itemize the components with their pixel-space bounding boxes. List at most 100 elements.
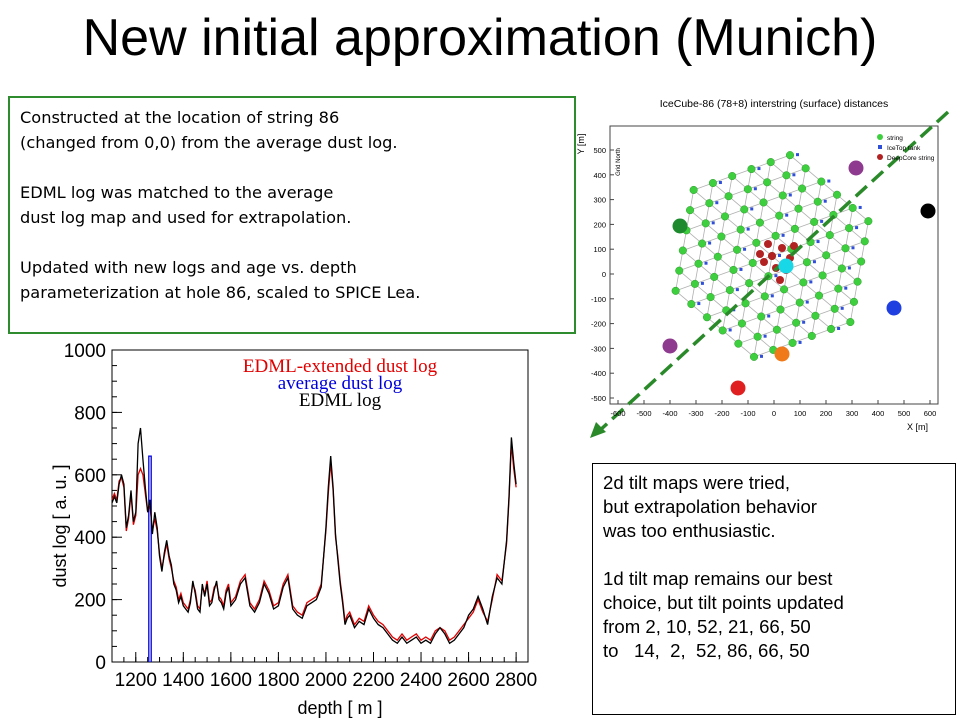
string-marker [686, 206, 695, 215]
icetop-tank [840, 306, 844, 310]
description-line: Updated with new logs and age vs. depth [20, 258, 357, 277]
map-x-tick-label: 300 [846, 409, 859, 418]
string-marker [753, 332, 762, 341]
string-marker [766, 158, 775, 167]
x-axis-label: depth [ m ] [297, 698, 382, 718]
string-marker [750, 352, 759, 361]
x-tick-label: 2000 [305, 670, 347, 691]
string-marker [837, 264, 846, 273]
string-marker [798, 184, 807, 193]
legend-entry: EDML log [299, 390, 382, 411]
icetop-tank [711, 221, 715, 225]
deepcore-string-marker [768, 252, 776, 260]
x-tick-label: 2800 [495, 670, 537, 691]
icetop-tank [735, 288, 739, 292]
string-marker [702, 313, 711, 322]
string-marker [817, 177, 826, 186]
map-y-tick-label: -500 [591, 394, 606, 403]
string-marker [833, 190, 842, 199]
string-marker [849, 297, 858, 306]
map-x-tick-label: 400 [872, 409, 885, 418]
string-marker [771, 231, 780, 240]
highlighted-string-red [730, 380, 746, 396]
string-marker [857, 257, 866, 266]
string-marker [694, 259, 703, 268]
icetop-tank [774, 274, 778, 278]
map-y-tick-label: -100 [591, 295, 606, 304]
icetop-tank [708, 241, 712, 245]
string-marker [720, 212, 729, 221]
description-line: (changed from 0,0) from the average dust… [20, 133, 398, 152]
string-marker [743, 185, 752, 194]
notes-line: to 14, 2, 52, 86, 66, 50 [603, 640, 810, 661]
icetop-tank [739, 267, 743, 271]
map-legend-entry: IceTop tank [887, 145, 921, 152]
map-x-tick-label: -400 [662, 409, 677, 418]
icetop-tank [805, 300, 809, 304]
map-x-tick-label: -300 [688, 409, 703, 418]
icetop-tank [795, 153, 799, 157]
map-x-tick-label: 500 [898, 409, 911, 418]
map-x-tick-label: 100 [794, 409, 807, 418]
string-marker [815, 291, 824, 300]
string-marker [830, 304, 839, 313]
y-tick-label: 600 [74, 466, 106, 487]
map-y-tick-label: -200 [591, 320, 606, 329]
string-marker [810, 217, 819, 226]
string-marker [763, 178, 772, 187]
description-line: dust log map and used for extrapolation. [20, 208, 352, 227]
highlighted-string-cyan [778, 258, 794, 274]
string-marker [794, 204, 803, 213]
string-marker [846, 318, 855, 327]
icetop-tank [715, 201, 719, 205]
icetop-tank [757, 167, 761, 171]
string-marker [788, 338, 797, 347]
y-axis-label: dust log [ a. u. ] [50, 464, 70, 587]
tilt-notes-box: 2d tilt maps were tried, but extrapolati… [592, 463, 956, 715]
string-marker [818, 271, 827, 280]
string-marker [757, 312, 766, 321]
legend-marker [877, 134, 883, 140]
string-marker [813, 197, 822, 206]
string-marker [701, 219, 710, 228]
highlighted-string-blue [886, 300, 902, 316]
string-marker [752, 238, 761, 247]
string-marker [706, 293, 715, 302]
map-x-axis-label: X [m] [907, 422, 928, 432]
string-marker [778, 191, 787, 200]
string-marker [741, 299, 750, 308]
map-x-tick-label: -100 [740, 409, 755, 418]
string-marker [799, 278, 808, 287]
string-marker [671, 286, 680, 295]
map-legend-entry: DeepCore string [887, 155, 935, 162]
map-x-tick-label: 0 [772, 409, 776, 418]
x-tick-label: 2600 [447, 670, 489, 691]
y-tick-label: 1000 [64, 341, 106, 362]
y-tick-label: 0 [95, 653, 106, 674]
string-marker [736, 225, 745, 234]
string-marker [776, 305, 785, 314]
icetop-tank [788, 193, 792, 197]
x-tick-label: 2200 [352, 670, 394, 691]
string-marker [792, 318, 801, 327]
string-marker [689, 185, 698, 194]
string-marker [678, 246, 687, 255]
string-marker [718, 326, 727, 335]
icetop-tank [750, 207, 754, 211]
string-marker [713, 252, 722, 261]
map-y-tick-label: 0 [602, 270, 606, 279]
notes-line: choice, but tilt points updated [603, 592, 844, 613]
description-line: Constructed at the location of string 86 [20, 108, 340, 127]
string-marker [780, 285, 789, 294]
icetop-tank [704, 261, 708, 265]
icetop-tank [847, 266, 851, 270]
deepcore-string-marker [760, 258, 768, 266]
icetop-tank [809, 280, 813, 284]
string-marker [690, 279, 699, 288]
string-marker [848, 203, 857, 212]
slide-title: New initial approximation (Munich) [82, 9, 878, 67]
string-marker [802, 258, 811, 267]
map-x-tick-label: -500 [636, 409, 651, 418]
string-marker [834, 284, 843, 293]
